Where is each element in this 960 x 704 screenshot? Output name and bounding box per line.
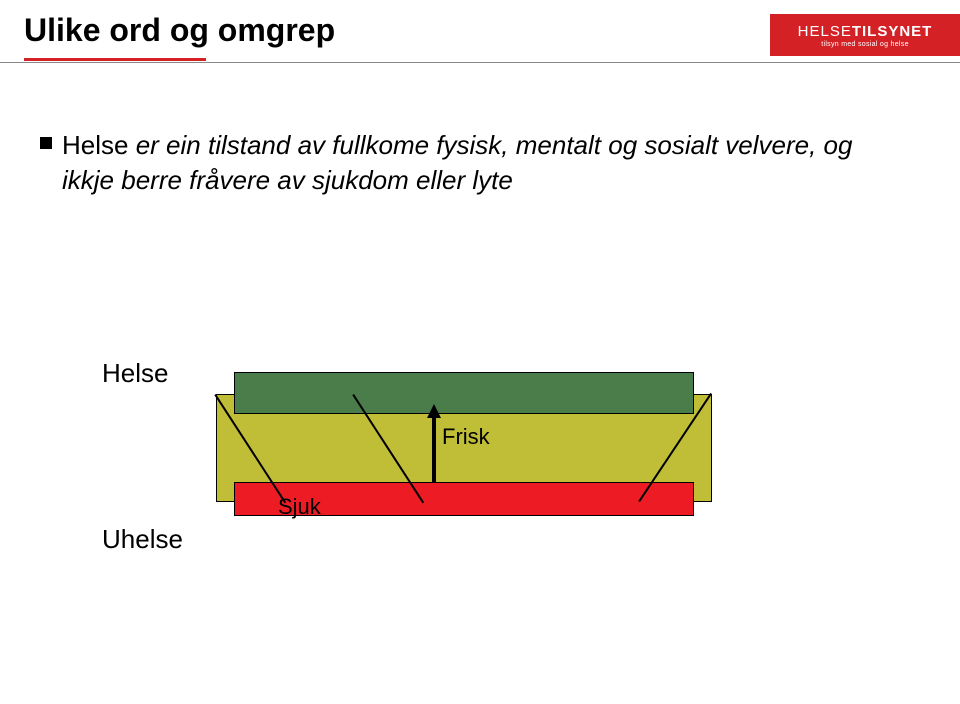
logo-main: HELSE	[798, 23, 852, 40]
arrow-shaft	[432, 416, 436, 482]
label-frisk: Frisk	[442, 424, 490, 450]
arrow-up-icon	[427, 404, 441, 418]
logo: HELSETILSYNET tilsyn med sosial og helse	[770, 14, 960, 56]
header: Ulike ord og omgrep HELSETILSYNET tilsyn…	[0, 0, 960, 72]
label-uhelse: Uhelse	[102, 524, 183, 555]
label-helse: Helse	[102, 358, 168, 389]
bullet-text: Helse er ein tilstand av fullkome fysisk…	[62, 128, 882, 198]
label-sjuk: Sjuk	[278, 494, 321, 520]
logo-text: HELSETILSYNET	[798, 23, 933, 40]
header-underline	[0, 62, 960, 63]
slide-root: Ulike ord og omgrep HELSETILSYNET tilsyn…	[0, 0, 960, 704]
logo-subtitle: tilsyn med sosial og helse	[821, 41, 909, 48]
bullet-square-icon	[40, 137, 52, 149]
slide-title: Ulike ord og omgrep	[24, 12, 335, 49]
logo-bold: TILSYNET	[852, 23, 933, 40]
bullet-rest: er ein tilstand av fullkome fysisk, ment…	[62, 130, 852, 195]
bullet-lead-word: Helse	[62, 130, 128, 160]
bullet-item: Helse er ein tilstand av fullkome fysisk…	[40, 128, 882, 198]
bar-green	[234, 372, 694, 414]
accent-line	[24, 58, 206, 61]
